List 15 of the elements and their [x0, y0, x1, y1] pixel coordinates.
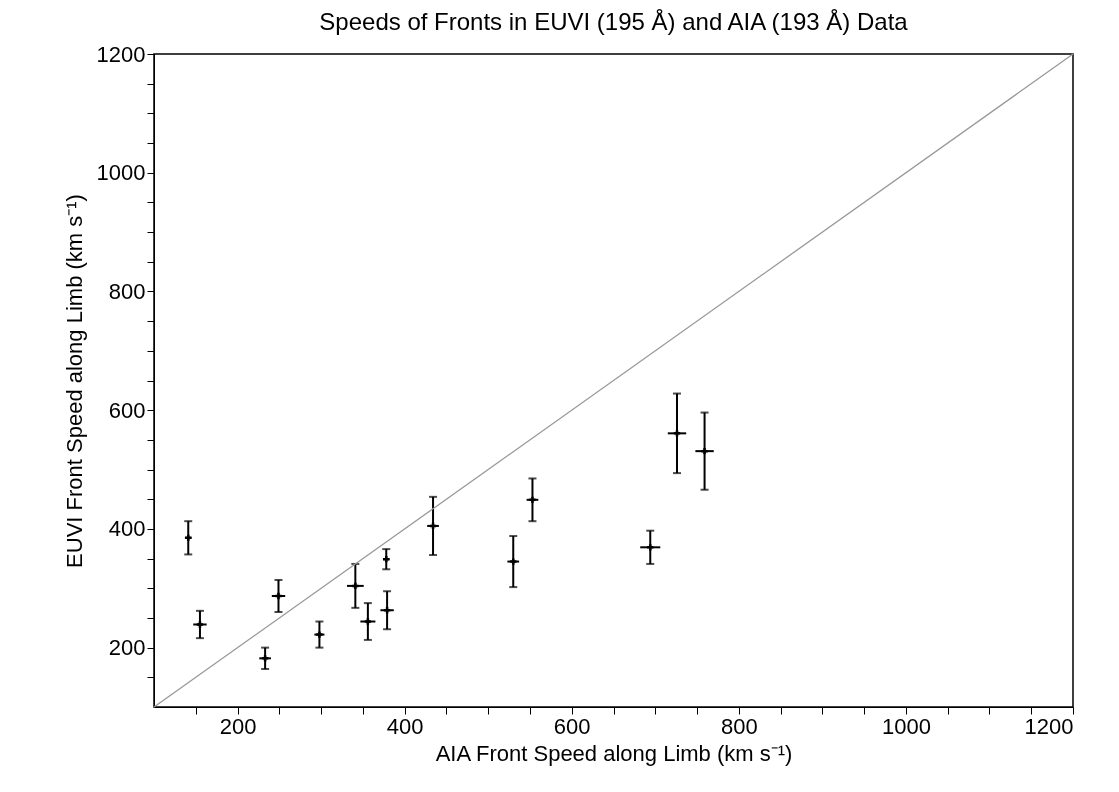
- y-axis-title: EUVI Front Speed along Limb (km s⁻¹): [61, 194, 87, 568]
- y-tick-label: 800: [108, 278, 146, 304]
- y-tick-label: 600: [108, 397, 146, 423]
- x-tick-label: 1000: [881, 713, 931, 739]
- x-axis-title: AIA Front Speed along Limb (km s⁻¹): [435, 740, 793, 766]
- x-tick-label: 200: [219, 713, 257, 739]
- x-tick-label: 1200: [1024, 713, 1074, 739]
- x-tick-label: 600: [553, 713, 591, 739]
- y-tick-label: 200: [108, 635, 146, 661]
- y-tick-label: 1000: [96, 160, 146, 186]
- chart-title: Speeds of Fronts in EUVI (195 Å) and AIA (193 Å) Data: [319, 8, 909, 35]
- y-tick-label: 1200: [96, 41, 146, 67]
- y-tick-label: 400: [108, 516, 146, 542]
- x-tick-label: 800: [720, 713, 758, 739]
- x-tick-label: 400: [386, 713, 424, 739]
